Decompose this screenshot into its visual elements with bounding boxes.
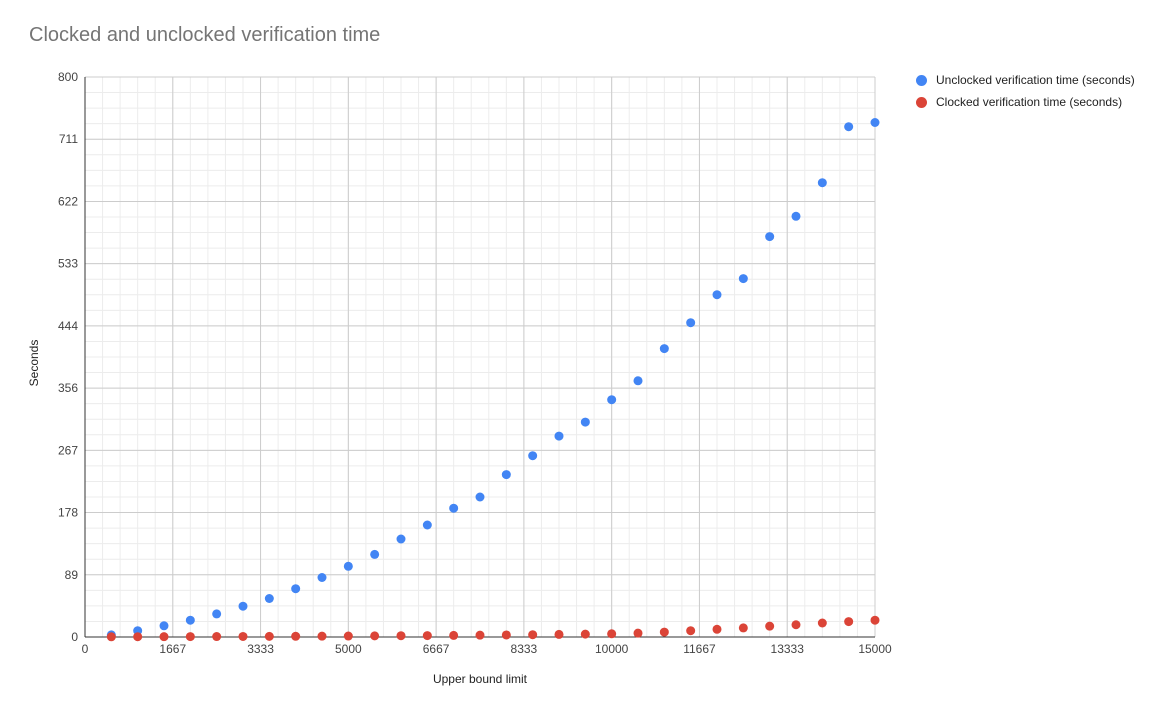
x-tick-label: 6667 (423, 642, 450, 656)
legend-item-clocked[interactable]: Clocked verification time (seconds) (916, 91, 1135, 113)
unclocked-point (396, 534, 406, 544)
unclocked-point (870, 118, 880, 127)
legend-marker-clocked (916, 96, 927, 108)
y-tick-label: 711 (59, 132, 78, 146)
clocked-point (633, 628, 643, 638)
clocked-point (712, 624, 722, 634)
x-tick-label: 0 (82, 642, 89, 656)
unclocked-point (686, 318, 696, 328)
y-tick-label: 178 (58, 506, 78, 520)
unclocked-point (580, 417, 590, 427)
clocked-point (554, 629, 564, 639)
clocked-point (422, 631, 432, 641)
chart-title: Clocked and unclocked verification time (29, 24, 381, 46)
x-tick-label: 10000 (595, 642, 629, 656)
clocked-point (659, 627, 669, 637)
legend-marker-unclocked (916, 74, 927, 86)
y-tick-label: 89 (65, 568, 79, 582)
unclocked-point (765, 232, 775, 242)
y-tick-label: 800 (58, 70, 78, 84)
clocked-point (765, 621, 775, 631)
unclocked-point (185, 615, 195, 625)
unclocked-point (633, 376, 643, 386)
y-tick-label: 622 (58, 194, 78, 208)
clocked-point (607, 629, 617, 639)
unclocked-point (528, 451, 538, 461)
unclocked-point (844, 122, 854, 132)
unclocked-point (159, 621, 169, 631)
unclocked-point (422, 520, 432, 530)
x-tick-label: 3333 (247, 642, 274, 656)
y-tick-label: 356 (58, 381, 78, 395)
clocked-point (343, 631, 353, 641)
unclocked-point (475, 492, 485, 502)
unclocked-point (817, 178, 827, 188)
clocked-point (738, 623, 748, 633)
x-tick-label: 11667 (683, 642, 716, 656)
clocked-point (238, 631, 248, 641)
legend-item-unclocked[interactable]: Unclocked verification time (seconds) (916, 69, 1135, 91)
clocked-point (133, 632, 143, 642)
legend-label-unclocked: Unclocked verification time (seconds) (936, 73, 1135, 87)
clocked-point (317, 631, 327, 641)
y-axis-label: Seconds (27, 340, 41, 387)
data-points (106, 118, 880, 642)
clocked-point (817, 618, 827, 628)
x-tick-label: 13333 (771, 642, 805, 656)
unclocked-point (501, 470, 511, 480)
clocked-point (501, 630, 511, 640)
x-tick-label: 15000 (858, 642, 892, 656)
grid (84, 76, 876, 638)
unclocked-point (317, 573, 327, 582)
chart-legend: Unclocked verification time (seconds) Cl… (916, 69, 1135, 113)
unclocked-point (343, 561, 353, 571)
x-tick-label: 8333 (511, 642, 538, 656)
clocked-point (291, 631, 301, 641)
clocked-point (475, 630, 485, 640)
clocked-point (185, 632, 195, 642)
clocked-point (791, 620, 801, 630)
clocked-point (449, 630, 459, 640)
x-tick-label: 1667 (159, 642, 186, 656)
clocked-point (396, 631, 406, 641)
unclocked-point (370, 549, 380, 559)
clocked-point (370, 631, 380, 641)
legend-label-clocked: Clocked verification time (seconds) (936, 95, 1123, 109)
clocked-point (159, 632, 169, 642)
clocked-point (264, 631, 274, 641)
clocked-point (580, 629, 590, 639)
clocked-point (686, 626, 696, 636)
clocked-point (528, 630, 538, 640)
x-tick-label: 5000 (335, 642, 362, 656)
unclocked-point (554, 431, 564, 441)
clocked-point (212, 632, 222, 642)
y-tick-label: 0 (71, 630, 78, 644)
unclocked-point (264, 594, 274, 603)
unclocked-point (449, 503, 459, 513)
clocked-point (844, 617, 854, 627)
axes: 0 1667 3333 5000 6667 8333 10000 11667 13333 1500… (58, 70, 892, 656)
unclocked-point (659, 344, 669, 354)
x-axis-label: Upper bound limit (433, 672, 528, 686)
clocked-point (106, 632, 116, 642)
y-tick-label: 533 (58, 257, 78, 271)
unclocked-point (738, 274, 748, 284)
y-tick-label: 267 (58, 443, 78, 457)
unclocked-point (607, 395, 617, 405)
unclocked-point (791, 211, 801, 221)
y-tick-label: 444 (58, 319, 78, 333)
unclocked-point (238, 601, 248, 611)
unclocked-point (712, 290, 722, 300)
unclocked-point (212, 609, 222, 619)
clocked-point (870, 615, 880, 625)
unclocked-point (291, 584, 301, 594)
